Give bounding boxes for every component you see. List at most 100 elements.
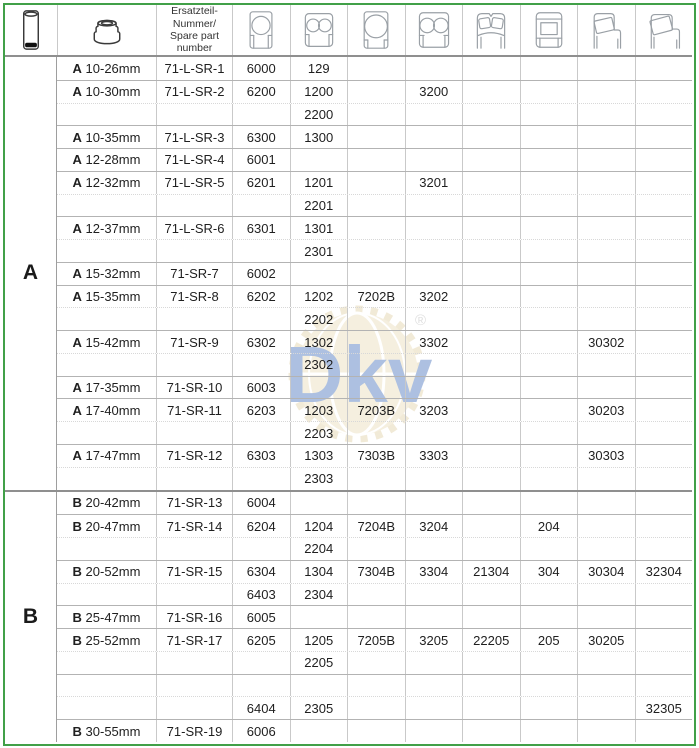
bearing-number-cell: 1200 — [289, 80, 348, 103]
bearing-number-cell — [347, 171, 405, 194]
spare-part-cell — [156, 583, 232, 606]
bearing-number-cell — [462, 399, 520, 422]
bearing-number-cell — [519, 171, 578, 194]
table-row: A 10-35mm 71-L-SR-3 6300 1300 — [57, 125, 692, 149]
bearing-number-cell: 205 — [519, 629, 578, 651]
bearing-number-cell — [519, 491, 578, 515]
bearing-number-cell: 1201 — [289, 171, 348, 194]
table-row: 2201 — [57, 193, 693, 217]
bearing-number-cell: 6201 — [232, 171, 290, 194]
bearing-number-cell — [634, 538, 693, 560]
bearing-number-cell: 22205 — [462, 629, 520, 651]
bearing-number-cell: 30304 — [577, 560, 635, 583]
bearing-number-cell: 3202 — [404, 285, 463, 308]
bearing-number-cell — [404, 491, 463, 515]
table-row: 2302 — [57, 352, 692, 376]
bearing-number-cell: 1300 — [289, 126, 348, 149]
bearing-number-cell: 3303 — [404, 445, 463, 467]
bearing-number-cell — [404, 103, 463, 126]
bearing-number-cell — [289, 720, 348, 742]
bearing-number-cell — [462, 697, 520, 720]
bearing-number-cell — [462, 651, 520, 674]
tapered-roller-bearing-wide-icon — [634, 5, 693, 55]
bearing-number-cell — [519, 308, 578, 331]
bearing-number-cell — [462, 194, 520, 217]
table-row: A 12-37mm 71-L-SR-6 6301 1301 — [57, 216, 693, 240]
bearing-number-cell — [347, 217, 405, 240]
bearing-number-cell — [462, 422, 520, 445]
bearing-number-cell: 6002 — [232, 262, 290, 285]
bearing-number-cell: 32305 — [634, 697, 693, 720]
bearing-number-cell — [577, 217, 635, 240]
size-cell: A 15-32mm — [72, 266, 141, 282]
bearing-number-cell — [347, 467, 405, 490]
spare-part-cell: 71-SR-10 — [156, 376, 232, 399]
size-cell: B 30-55mm — [72, 723, 141, 739]
bearing-number-cell — [404, 126, 463, 149]
bearing-number-cell: 32304 — [634, 560, 693, 583]
bearing-number-cell: 129 — [289, 57, 348, 80]
angular-contact-ball-bearing-icon — [347, 5, 405, 55]
bearing-number-cell — [462, 674, 520, 697]
spare-part-cell: 71-L-SR-1 — [156, 57, 232, 80]
bearing-number-cell: 6403 — [232, 583, 290, 606]
bearing-number-cell — [404, 538, 463, 560]
bearing-number-cell — [347, 240, 405, 262]
table-row: B 30-55mm 71-SR-19 6006 — [57, 719, 692, 742]
bearing-number-cell — [462, 720, 520, 742]
bearing-number-cell — [347, 262, 405, 285]
bearing-number-cell — [577, 240, 635, 262]
bearing-number-cell — [519, 262, 578, 285]
size-cell — [57, 675, 156, 697]
bearing-number-cell — [634, 217, 693, 240]
bearing-number-cell — [519, 126, 578, 149]
bearing-number-cell: 30302 — [577, 331, 635, 353]
bearing-number-cell — [577, 491, 635, 515]
bearing-number-cell — [347, 720, 405, 742]
table-row: B 20-47mm 71-SR-14 6204 1204 7204B 3204 204 — [57, 514, 693, 538]
bearing-number-cell — [404, 217, 463, 240]
bearing-number-cell — [404, 467, 463, 490]
spare-part-cell: 71-SR-17 — [156, 629, 232, 651]
bearing-number-cell — [519, 399, 578, 422]
size-cell: B 20-52mm — [72, 564, 141, 580]
bearing-number-cell — [634, 103, 693, 126]
bearing-number-cell — [519, 674, 578, 697]
bearing-number-cell — [634, 194, 693, 217]
svg-text:Dkv: Dkv — [286, 330, 433, 419]
bearing-number-cell — [232, 194, 290, 217]
bearing-number-cell: 30303 — [577, 445, 635, 467]
bearing-number-cell: 6200 — [232, 80, 290, 103]
bearing-number-cell: 6205 — [232, 629, 290, 651]
size-cell: A 17-35mm — [72, 380, 141, 396]
size-cell: B 20-42mm — [72, 495, 141, 511]
size-cell — [57, 468, 156, 490]
spare-part-cell: 71-SR-19 — [156, 720, 232, 742]
bearing-number-cell — [634, 515, 693, 538]
table-row: 6403 2304 — [57, 582, 693, 606]
size-cell: A 15-42mm — [72, 334, 141, 350]
bearing-number-cell — [404, 376, 463, 399]
bearing-number-cell: 6302 — [232, 331, 290, 353]
bearing-number-cell — [577, 515, 635, 538]
spare-part-cell — [156, 422, 232, 445]
bearing-number-cell — [577, 171, 635, 194]
bearing-number-cell — [577, 262, 635, 285]
bearing-number-cell — [462, 149, 520, 171]
double-row-ball-bearing-icon — [289, 5, 348, 55]
bearing-number-cell: 6203 — [232, 399, 290, 422]
bearing-number-cell — [577, 57, 635, 80]
bearing-number-cell — [347, 126, 405, 149]
bearing-number-cell — [634, 583, 693, 606]
bearing-number-cell — [462, 240, 520, 262]
single-row-ball-bearing-icon — [232, 5, 290, 55]
spare-part-cell: 71-SR-9 — [156, 331, 232, 353]
bearing-number-cell — [347, 376, 405, 399]
bearing-number-cell — [462, 331, 520, 353]
bearing-number-cell — [404, 57, 463, 80]
bearing-number-cell — [404, 651, 463, 674]
bearing-number-cell — [232, 674, 290, 697]
bearing-number-cell — [634, 149, 693, 171]
table-row: B 20-42mm 71-SR-13 6004 — [57, 491, 692, 515]
bearing-number-cell: 6300 — [232, 126, 290, 149]
